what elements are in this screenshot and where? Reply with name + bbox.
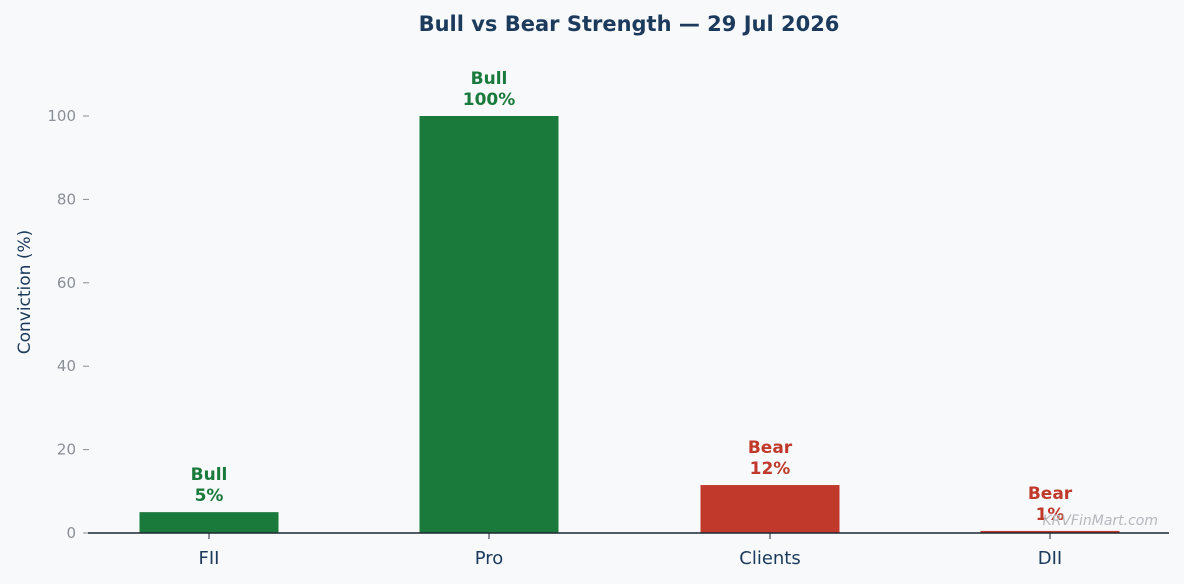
bar-label-stance: Bear <box>1028 484 1073 504</box>
y-axis-ticks: 0 20 40 60 80 100 <box>47 107 89 542</box>
y-tick-label: 100 <box>47 107 76 125</box>
y-tick-label: 40 <box>57 357 76 375</box>
bar-label-stance: Bull <box>471 69 508 89</box>
x-tick-label: DII <box>1038 548 1062 569</box>
bar-pro <box>419 116 559 533</box>
y-axis-label: Conviction (%) <box>15 230 35 355</box>
bar-label-value: 12% <box>750 459 791 479</box>
bar-dii <box>980 530 1120 533</box>
bar-clients <box>700 485 840 533</box>
x-tick-label: FII <box>199 548 220 569</box>
x-axis-ticks: FII Pro Clients DII <box>199 533 1062 569</box>
x-tick-label: Pro <box>475 548 504 569</box>
bar-label-value: 5% <box>195 486 224 506</box>
watermark: KRVFinMart.com <box>1042 513 1158 529</box>
bar-fii <box>139 512 279 533</box>
bar-label-stance: Bear <box>748 438 793 458</box>
y-tick-label: 80 <box>57 190 76 208</box>
y-tick-label: 60 <box>57 274 76 292</box>
y-tick-label: 20 <box>57 441 76 459</box>
y-tick-label: 0 <box>66 524 76 542</box>
bar-label-value: 100% <box>463 90 516 110</box>
bar-label-value: 1% <box>1036 505 1065 525</box>
bars <box>139 116 1120 533</box>
bar-label-stance: Bull <box>191 465 228 485</box>
chart-title: Bull vs Bear Strength — 29 Jul 2026 <box>419 12 840 36</box>
x-tick-label: Clients <box>739 548 801 569</box>
